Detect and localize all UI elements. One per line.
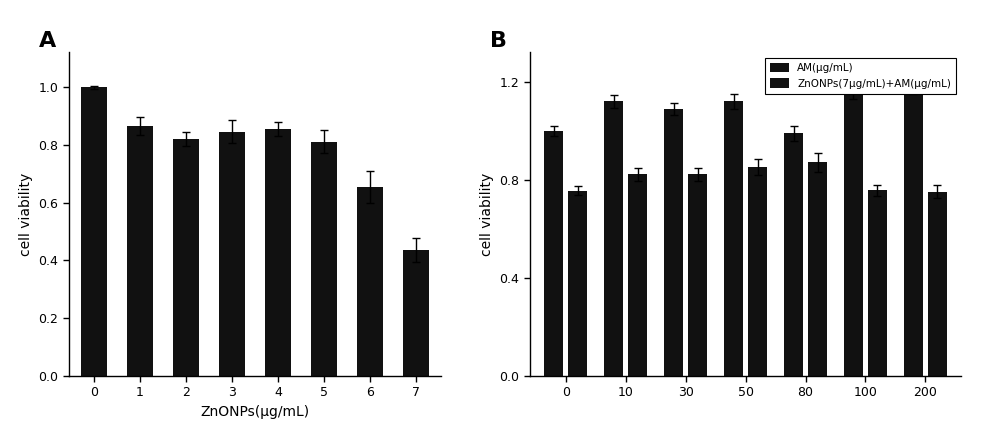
Bar xyxy=(748,167,767,376)
Bar xyxy=(544,131,563,376)
Bar xyxy=(604,101,623,376)
Bar xyxy=(784,133,803,376)
Bar xyxy=(220,132,244,376)
Y-axis label: cell viability: cell viability xyxy=(480,173,493,256)
Bar xyxy=(174,139,199,376)
Bar xyxy=(724,101,744,376)
Y-axis label: cell viability: cell viability xyxy=(19,173,32,256)
Bar xyxy=(808,162,827,376)
X-axis label: ZnONPs(μg/mL): ZnONPs(μg/mL) xyxy=(200,405,310,419)
Bar xyxy=(357,187,383,376)
Bar xyxy=(311,142,336,376)
Bar xyxy=(664,109,683,376)
Bar xyxy=(928,191,947,376)
Bar xyxy=(128,126,153,376)
Text: B: B xyxy=(490,31,507,51)
Legend: AM(μg/mL), ZnONPs(7μg/mL)+AM(μg/mL): AM(μg/mL), ZnONPs(7μg/mL)+AM(μg/mL) xyxy=(765,58,956,94)
Bar xyxy=(688,174,707,376)
Bar xyxy=(844,94,863,376)
Bar xyxy=(81,87,107,376)
Bar xyxy=(403,250,429,376)
Bar xyxy=(628,174,647,376)
Bar xyxy=(568,191,588,376)
Bar xyxy=(904,89,923,376)
Bar xyxy=(868,190,887,376)
Bar xyxy=(266,129,290,376)
Text: A: A xyxy=(39,31,57,51)
